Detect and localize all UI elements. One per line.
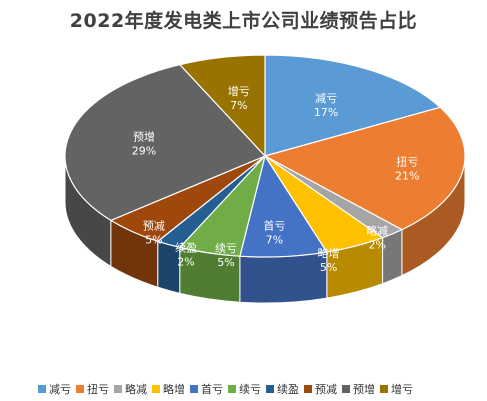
legend-label: 略增 (163, 383, 185, 396)
legend-swatch (228, 385, 236, 393)
legend-item: 减亏 (38, 381, 71, 397)
data-label-name-0: 减亏 (315, 92, 337, 105)
legend-swatch (38, 385, 46, 393)
legend-item: 首亏 (190, 381, 223, 397)
legend-swatch (266, 385, 274, 393)
legend-swatch (152, 385, 160, 393)
pie-slice-8 (64, 63, 267, 222)
legend-label: 续盈 (277, 383, 299, 396)
legend-label: 预减 (315, 383, 337, 396)
legend-label: 增亏 (391, 383, 413, 396)
data-label-name-2: 略减 (366, 223, 388, 237)
pie-slice-9 (178, 54, 266, 158)
pie-slice-1 (263, 106, 466, 231)
legend-swatch (76, 385, 84, 393)
legend-swatch (190, 385, 198, 393)
data-label-value-4: 7% (266, 233, 283, 246)
legend-item: 预减 (304, 381, 337, 397)
legend-label: 首亏 (201, 383, 223, 396)
legend-swatch (342, 385, 350, 393)
data-label-value-3: 5% (320, 261, 337, 274)
legend-label: 略减 (125, 383, 147, 396)
legend-item: 扭亏 (76, 381, 109, 397)
legend-item: 续盈 (266, 381, 299, 397)
legend-item: 略减 (114, 381, 147, 397)
legend-label: 预增 (353, 383, 375, 396)
data-label-value-8: 29% (132, 144, 156, 157)
data-label-name-6: 续盈 (175, 241, 197, 255)
legend-swatch (380, 385, 388, 393)
legend-label: 续亏 (239, 383, 261, 396)
legend-label: 减亏 (49, 383, 71, 396)
pie-labels: 减亏17%扭亏21%略减2%略增5%首亏7%续亏5%续盈2%预减5%预增29%增… (132, 84, 420, 274)
data-label-value-1: 21% (395, 169, 419, 182)
data-label-name-7: 预减 (143, 220, 165, 233)
chart-title: 2022年度发电类上市公司业绩预告占比 (69, 10, 418, 32)
data-label-name-9: 增亏 (228, 84, 250, 98)
pie-top (64, 54, 466, 258)
legend-label: 扭亏 (87, 383, 109, 396)
pie-sides (64, 155, 466, 304)
legend-swatch (114, 385, 122, 393)
data-label-name-1: 扭亏 (396, 154, 418, 168)
legend-item: 续亏 (228, 381, 261, 397)
data-label-value-6: 2% (177, 256, 194, 269)
legend-swatch (304, 385, 312, 393)
data-label-value-2: 2% (368, 238, 385, 251)
legend: 减亏 扭亏 略减 略增 首亏 续亏 续盈 预减 预增 增亏 (38, 381, 468, 397)
pie-slice-0 (264, 54, 442, 157)
legend-item: 预增 (342, 381, 375, 397)
data-label-value-7: 5% (145, 234, 162, 247)
data-label-name-5: 续亏 (215, 241, 237, 255)
data-label-name-4: 首亏 (263, 218, 285, 232)
legend-item: 略增 (152, 381, 185, 397)
data-label-value-5: 5% (217, 256, 234, 269)
pie-side-4 (239, 251, 328, 304)
legend-item: 增亏 (380, 381, 413, 397)
data-label-value-0: 17% (314, 106, 338, 119)
data-label-name-3: 略增 (318, 246, 340, 260)
data-label-name-8: 预增 (133, 129, 155, 143)
data-label-value-9: 7% (230, 99, 247, 112)
